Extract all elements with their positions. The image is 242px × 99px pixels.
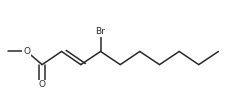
Text: O: O — [23, 47, 30, 56]
Text: Br: Br — [96, 27, 106, 36]
Text: O: O — [38, 80, 45, 89]
